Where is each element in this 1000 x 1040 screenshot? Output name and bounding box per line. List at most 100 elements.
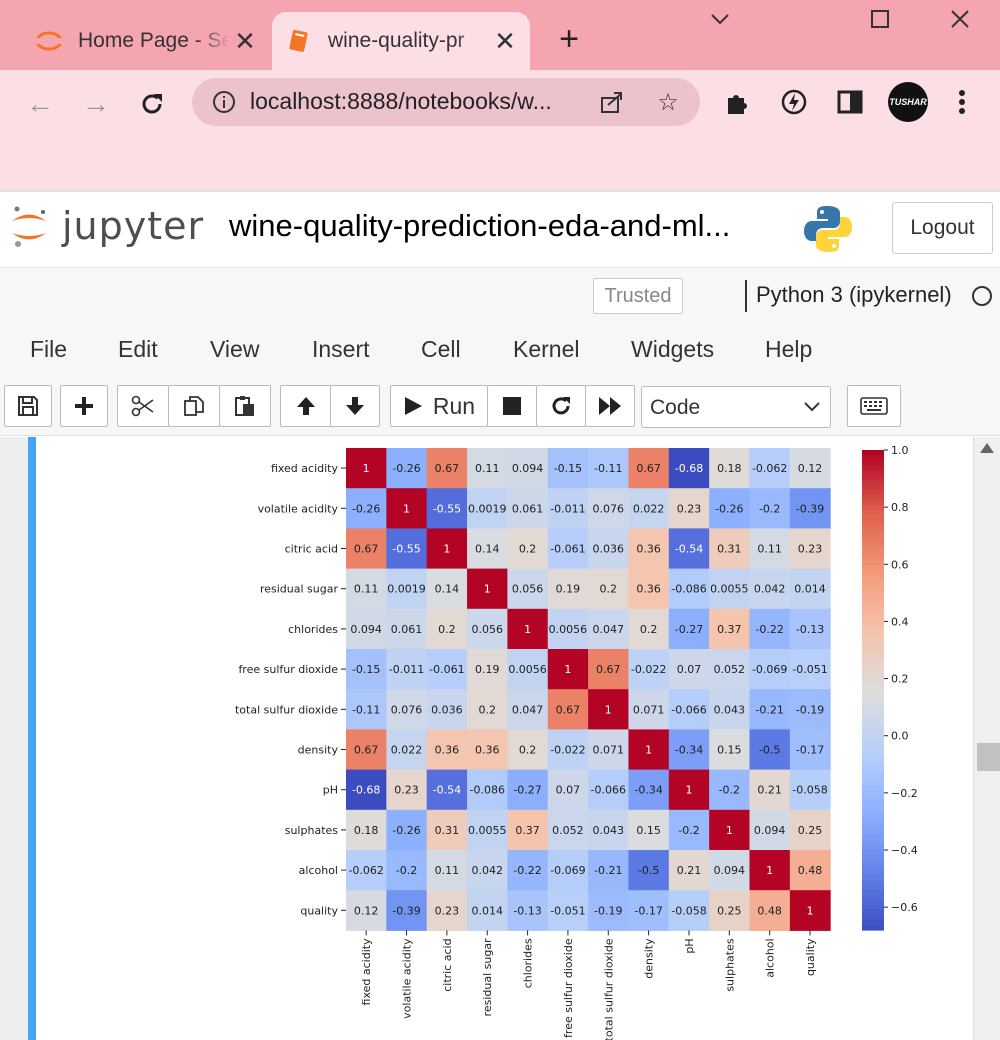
heatmap-cell [346,729,387,771]
heatmap-cell-label: 0.67 [636,462,661,475]
run-button[interactable]: Run [390,385,488,427]
heatmap-cell [749,809,791,851]
heatmap-cell-label: -0.011 [550,502,585,515]
heatmap-cell-label: -0.061 [550,543,585,556]
tab-close-icon[interactable]: ✕ [234,25,256,56]
notebook-title[interactable]: wine-quality-prediction-eda-and-ml... [229,208,731,243]
heatmap-cell [749,568,791,610]
kernel-name[interactable]: Python 3 (ipykernel) [756,282,952,307]
paste-button[interactable] [219,385,271,427]
heatmap-cell-label: -0.066 [671,703,706,716]
menu-widgets[interactable]: Widgets [631,336,715,362]
jupyter-logo[interactable]: jupyter [10,204,204,248]
heatmap-cell [789,649,831,690]
colorbar-segment [862,755,884,761]
heatmap-cell-label: -0.17 [634,904,662,917]
menu-view[interactable]: View [210,336,260,362]
colorbar-segment [862,630,884,636]
restart-button[interactable] [536,385,586,427]
heatmap-cell [749,448,791,489]
heatmap-cell-label: 1 [645,744,652,757]
scrollbar-thumb[interactable] [977,743,1000,771]
colorbar-segment [862,680,884,686]
bookmark-star-icon[interactable]: ☆ [657,88,679,116]
heatmap-cell [547,809,589,851]
menu-kernel[interactable]: Kernel [513,336,580,362]
colorbar-segment [862,880,884,886]
heatmap-cell [547,769,589,811]
heatmap-cell [547,568,589,610]
copy-button[interactable] [168,385,220,427]
y-tick-label: alcohol [299,864,338,877]
cut-button[interactable] [117,385,169,427]
heatmap-cell-label: -0.27 [513,784,541,797]
colorbar-segment [862,490,884,496]
heatmap-cell-label: 0.12 [354,904,379,917]
insert-cell-button[interactable] [60,385,108,427]
interrupt-button[interactable] [487,385,537,427]
heatmap-cell [467,608,508,650]
heatmap-cell [346,649,387,690]
trusted-badge[interactable]: Trusted [593,278,683,314]
menu-cell[interactable]: Cell [421,336,461,362]
heatmap-cell-label: -0.15 [352,663,380,676]
tab-close-icon[interactable]: ✕ [494,25,516,56]
output-cell[interactable]: 1 -0.26 0.67 0.11 0.094 -0.15 -0.11 0.67 -0.68 0.… [28,437,973,1040]
share-icon[interactable] [596,86,628,118]
heatmap-cell-label: 0.061 [512,502,544,515]
performance-icon[interactable] [776,84,812,120]
jupyter-logo-text: jupyter [62,204,205,248]
menu-insert[interactable]: Insert [312,336,370,362]
vertical-scrollbar[interactable] [973,437,1000,1040]
arrow-up-icon [297,397,315,415]
x-tick-label: quality [804,938,817,976]
heatmap-cell [628,809,670,851]
forward-arrow-icon[interactable]: → [82,88,110,119]
heatmap-cell-label: 0.15 [717,744,742,757]
colorbar-segment [862,920,884,926]
heatmap-cell [346,488,387,529]
extensions-puzzle-icon[interactable] [720,84,756,120]
colorbar-segment [862,510,884,516]
restart-run-all-button[interactable] [585,385,635,427]
address-bar[interactable]: localhost:8888/notebooks/w... ☆ [192,78,700,126]
colorbar-segment [862,665,884,671]
command-palette-button[interactable] [847,385,901,427]
move-down-button[interactable] [330,385,380,427]
back-arrow-icon[interactable]: ← [26,88,54,119]
cell-type-select[interactable]: Code [641,386,831,428]
url-text[interactable]: localhost:8888/notebooks/w... [250,88,552,114]
heatmap-cell [709,689,750,730]
profile-avatar[interactable]: TUSHAR [888,82,928,122]
tab-home-page[interactable]: Home Page - Se ✕ [22,12,270,70]
heatmap-cell [346,528,387,570]
menu-file[interactable]: File [30,336,68,362]
info-icon[interactable] [208,86,240,118]
maximize-icon[interactable] [860,8,900,38]
menu-edit[interactable]: Edit [118,336,158,362]
heatmap-cell-label: -0.011 [389,663,424,676]
colorbar-segment [862,870,884,876]
heatmap-cell-label: -0.54 [675,543,703,556]
move-up-button[interactable] [280,385,332,427]
heatmap-cell [628,488,670,529]
heatmap-cell-label: 1 [685,784,692,797]
heatmap-cell-label: 0.36 [435,744,460,757]
stop-icon [503,397,521,415]
tab-wine-quality[interactable]: wine-quality-pr ✕ [272,12,530,70]
kebab-menu-icon[interactable] [944,84,980,120]
heatmap-cell-label: 0.0055 [710,583,749,596]
save-button[interactable] [4,385,52,427]
side-panel-icon[interactable] [832,84,868,120]
chevron-down-icon[interactable] [700,8,740,38]
reload-icon[interactable] [132,84,172,124]
colorbar-segment [862,860,884,866]
logout-button[interactable]: Logout [892,202,993,254]
close-window-icon[interactable] [940,8,980,38]
browser-tabstrip: Home Page - Se ✕ wine-quality-pr ✕ + [0,0,1000,70]
menu-help[interactable]: Help [765,336,813,362]
new-tab-plus-icon[interactable]: + [559,20,579,58]
colorbar-segment [862,520,884,526]
heatmap-cell-label: 0.2 [519,543,537,556]
scroll-up-arrow-icon[interactable] [980,443,994,453]
